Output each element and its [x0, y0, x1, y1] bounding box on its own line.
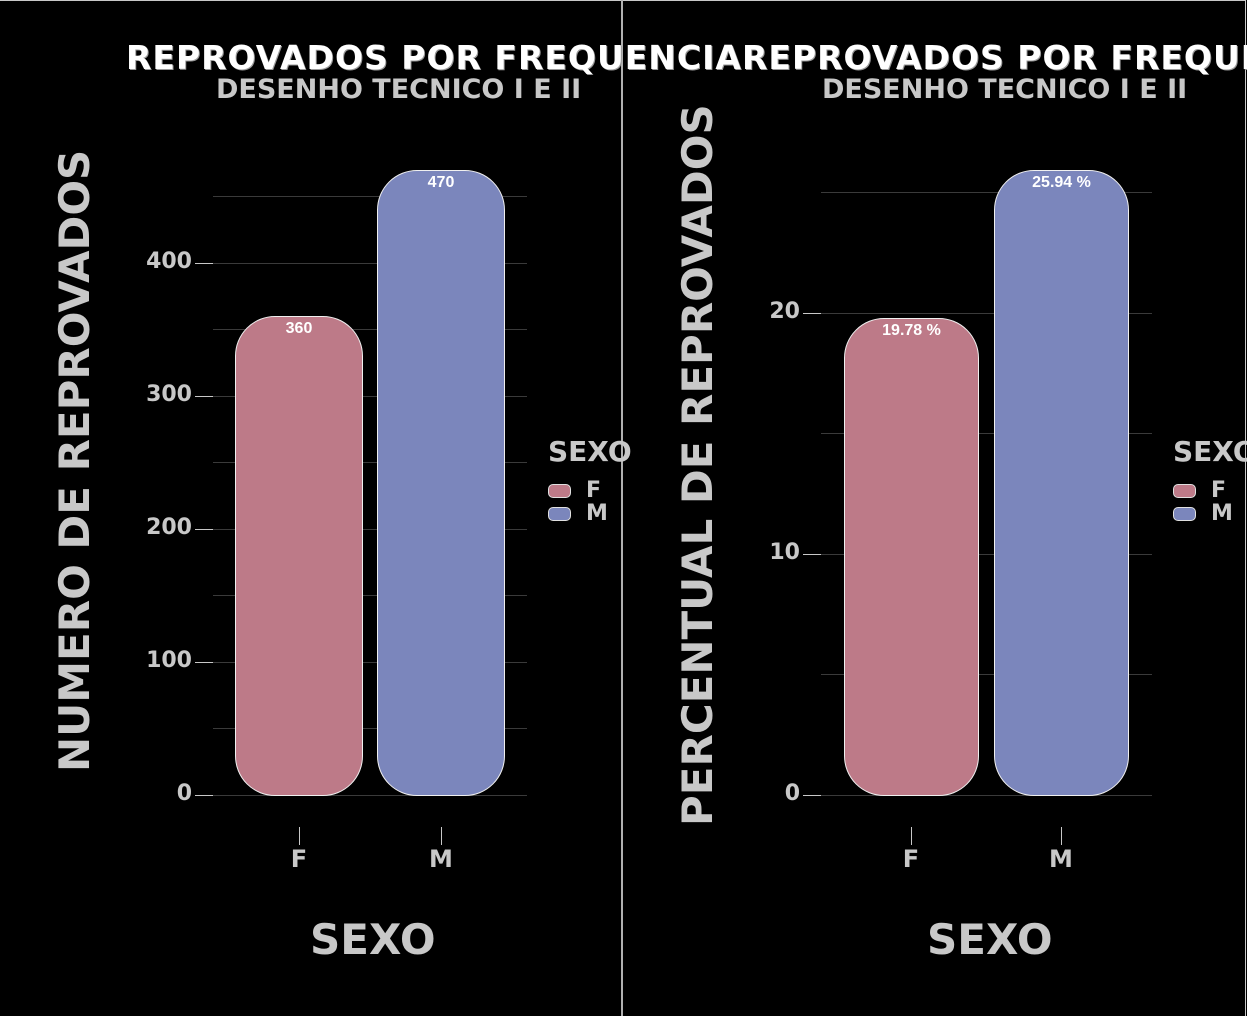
legend-label-m: M: [1211, 501, 1233, 526]
bar-label-f: 360: [285, 320, 313, 337]
legend-title: SEXO: [548, 435, 632, 468]
gridline: [213, 263, 527, 264]
y-tick: [195, 396, 213, 397]
x-tick: [911, 827, 912, 845]
x-tick: [299, 827, 300, 845]
legend-swatch-m: [1173, 507, 1196, 521]
y-tick: [195, 795, 213, 796]
legend-label-f: F: [1211, 478, 1227, 503]
gridline: [213, 462, 527, 463]
legend-label-f: F: [586, 478, 602, 503]
bar-label-m: 25.94 %: [1032, 174, 1091, 191]
gridline: [821, 674, 1152, 675]
bar-m[interactable]: [377, 170, 505, 796]
gridline: [821, 795, 1152, 796]
legend-label-m: M: [586, 501, 608, 526]
y-tick-label: 200: [146, 515, 192, 540]
y-tick: [195, 263, 213, 264]
y-tick-label: 300: [146, 382, 192, 407]
gridline: [821, 192, 1152, 193]
y-tick: [803, 554, 821, 555]
left-chart-title: REPROVADOS POR FREQUENCIA: [126, 38, 742, 77]
right-y-axis-title: PERCENTUAL DE REPROVADOS: [673, 104, 722, 826]
legend-swatch-f: [548, 484, 571, 498]
y-tick: [803, 313, 821, 314]
y-tick: [803, 795, 821, 796]
x-tick: [1061, 827, 1062, 845]
y-tick: [195, 662, 213, 663]
left-chart-subtitle: DESENHO TECNICO I E II: [216, 74, 582, 105]
bar-m[interactable]: [994, 170, 1129, 796]
y-tick-label: 400: [146, 249, 192, 274]
gridline: [213, 396, 527, 397]
x-tick-label-f: F: [290, 845, 308, 873]
y-tick: [195, 529, 213, 530]
panel-divider: [621, 0, 623, 1016]
legend-swatch-m: [548, 507, 571, 521]
gridline: [213, 662, 527, 663]
y-tick-label: 10: [769, 540, 800, 565]
gridline: [821, 433, 1152, 434]
gridline: [213, 595, 527, 596]
gridline: [213, 728, 527, 729]
bar-label-m: 470: [427, 174, 455, 191]
y-tick-label: 20: [769, 299, 800, 324]
legend-swatch-f: [1173, 484, 1196, 498]
x-tick: [441, 827, 442, 845]
y-tick-label: 100: [146, 648, 192, 673]
x-tick-label-f: F: [902, 845, 920, 873]
gridline: [821, 554, 1152, 555]
right-x-axis-title: SEXO: [927, 915, 1053, 964]
x-tick-label-m: M: [1049, 845, 1073, 873]
gridline: [213, 329, 527, 330]
gridline: [213, 196, 527, 197]
y-tick-label: 0: [784, 781, 800, 806]
bar-f[interactable]: [844, 318, 979, 796]
bar-f[interactable]: [235, 316, 363, 796]
right-chart-title: REPROVADOS POR FREQUENCIA: [742, 38, 1247, 77]
bar-label-f: 19.78 %: [882, 322, 941, 339]
x-tick-label-m: M: [429, 845, 453, 873]
left-y-axis-title: NUMERO DE REPROVADOS: [50, 149, 99, 772]
right-chart-subtitle: DESENHO TECNICO I E II: [822, 74, 1188, 105]
gridline: [213, 795, 527, 796]
legend-title: SEXO: [1173, 435, 1247, 468]
gridline: [213, 529, 527, 530]
y-tick-label: 0: [176, 781, 192, 806]
left-x-axis-title: SEXO: [310, 915, 436, 964]
gridline: [821, 313, 1152, 314]
